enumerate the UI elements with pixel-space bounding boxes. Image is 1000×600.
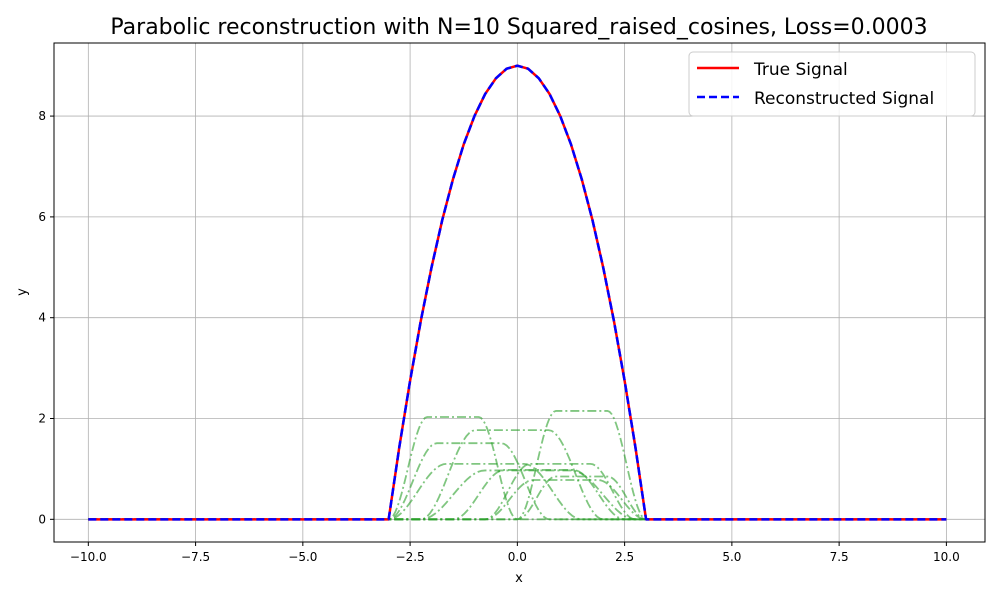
- basis-function-7: [88, 462, 947, 521]
- x-tick-label: 7.5: [830, 550, 849, 564]
- basis-function-9: [88, 475, 947, 521]
- legend-label-reconstructed-signal: Reconstructed Signal: [754, 89, 934, 109]
- x-tick-label: −10.0: [70, 550, 107, 564]
- y-tick-label: 4: [38, 311, 46, 325]
- basis-function-8: [88, 410, 947, 521]
- x-axis-ticks: −10.0 −7.5 −5.0 −2.5 0.0 2.5 5.0 7.5 10.0: [70, 542, 960, 564]
- x-axis-label: x: [515, 571, 523, 586]
- plot-frame: [53, 42, 986, 543]
- basis-function-3: [88, 462, 947, 521]
- legend: True Signal Reconstructed Signal: [688, 51, 976, 117]
- y-tick-label: 6: [38, 210, 46, 224]
- legend-box: [688, 51, 976, 117]
- x-tick-label: 2.5: [615, 550, 634, 564]
- basis-function-6: [88, 469, 947, 521]
- x-tick-label: 5.0: [722, 550, 741, 564]
- chart-title: Parabolic reconstruction with N=10 Squar…: [110, 15, 927, 40]
- reconstructed-signal-line: [88, 64, 947, 521]
- y-axis-label: y: [15, 288, 30, 296]
- basis-function-4: [88, 429, 947, 521]
- basis-function-10: [88, 479, 947, 521]
- series-lines: [88, 64, 947, 521]
- x-tick-label: −2.5: [396, 550, 425, 564]
- x-tick-label: 10.0: [933, 550, 960, 564]
- y-tick-label: 0: [38, 512, 46, 526]
- basis-function-2: [88, 442, 947, 521]
- x-tick-label: 0.0: [508, 550, 527, 564]
- y-tick-label: 8: [38, 109, 46, 123]
- y-tick-label: 2: [38, 412, 46, 426]
- x-tick-label: −7.5: [181, 550, 210, 564]
- x-tick-label: −5.0: [288, 550, 317, 564]
- legend-label-true-signal: True Signal: [753, 60, 848, 80]
- y-axis-ticks: 0 2 4 6 8: [38, 109, 54, 526]
- basis-functions: [88, 410, 947, 521]
